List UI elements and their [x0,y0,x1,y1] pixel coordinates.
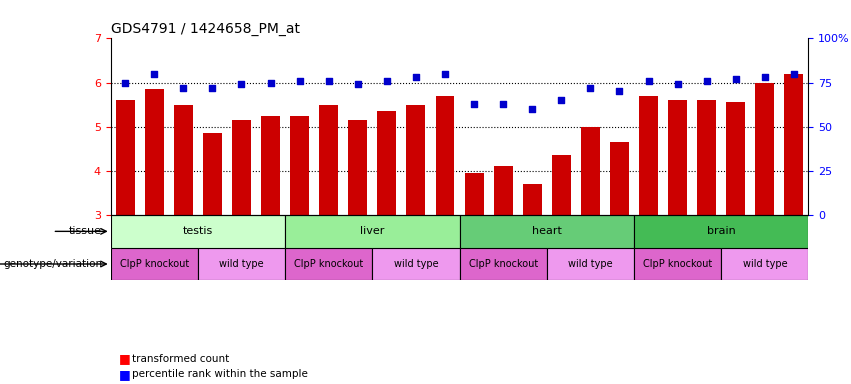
Text: tissue: tissue [69,226,102,237]
Bar [494,167,512,215]
Point [147,71,161,77]
Point [293,78,306,84]
Point [758,74,772,80]
Bar [111,215,285,248]
Point [235,81,248,88]
Bar [261,116,280,215]
Point [264,79,277,86]
Text: brain: brain [707,226,735,237]
Bar [460,215,634,248]
Bar [197,248,285,280]
Point [700,78,713,84]
Bar [285,248,373,280]
Text: ClpP knockout: ClpP knockout [120,259,189,269]
Bar [174,104,193,215]
Bar [523,184,542,215]
Bar [232,120,251,215]
Point [613,88,626,94]
Bar [111,248,197,280]
Bar [319,104,338,215]
Point [438,71,452,77]
Bar [634,215,808,248]
Point [584,85,597,91]
Bar [203,133,222,215]
Point [176,85,190,91]
Bar [145,89,163,215]
Bar [116,100,134,215]
Bar [460,248,546,280]
Bar [285,215,460,248]
Text: percentile rank within the sample: percentile rank within the sample [132,369,308,379]
Bar [436,96,454,215]
Point [409,74,423,80]
Bar [639,96,658,215]
Text: wild type: wild type [743,259,787,269]
Bar [551,156,571,215]
Point [351,81,364,88]
Text: testis: testis [183,226,213,237]
Bar [721,248,808,280]
Text: ■: ■ [119,353,131,366]
Bar [756,83,774,215]
Point [206,85,220,91]
Bar [465,173,483,215]
Text: wild type: wild type [220,259,264,269]
Text: wild type: wild type [394,259,438,269]
Bar [581,127,600,215]
Point [642,78,655,84]
Point [787,71,801,77]
Bar [634,248,721,280]
Bar [290,116,309,215]
Bar [348,120,368,215]
Text: ClpP knockout: ClpP knockout [294,259,363,269]
Text: ClpP knockout: ClpP knockout [643,259,712,269]
Point [525,106,539,112]
Point [496,101,510,107]
Point [322,78,335,84]
Text: ■: ■ [119,368,131,381]
Point [118,79,132,86]
Bar [785,74,803,215]
Bar [377,111,397,215]
Text: liver: liver [360,226,385,237]
Bar [697,100,717,215]
Text: ClpP knockout: ClpP knockout [469,259,538,269]
Point [671,81,684,88]
Point [555,97,568,103]
Point [467,101,481,107]
Bar [372,248,460,280]
Point [729,76,743,82]
Text: genotype/variation: genotype/variation [3,259,102,269]
Bar [546,248,634,280]
Text: heart: heart [532,226,562,237]
Bar [407,104,426,215]
Bar [610,142,629,215]
Bar [668,100,687,215]
Text: wild type: wild type [568,259,613,269]
Text: transformed count: transformed count [132,354,229,364]
Text: GDS4791 / 1424658_PM_at: GDS4791 / 1424658_PM_at [111,22,300,36]
Bar [726,103,745,215]
Point [380,78,394,84]
